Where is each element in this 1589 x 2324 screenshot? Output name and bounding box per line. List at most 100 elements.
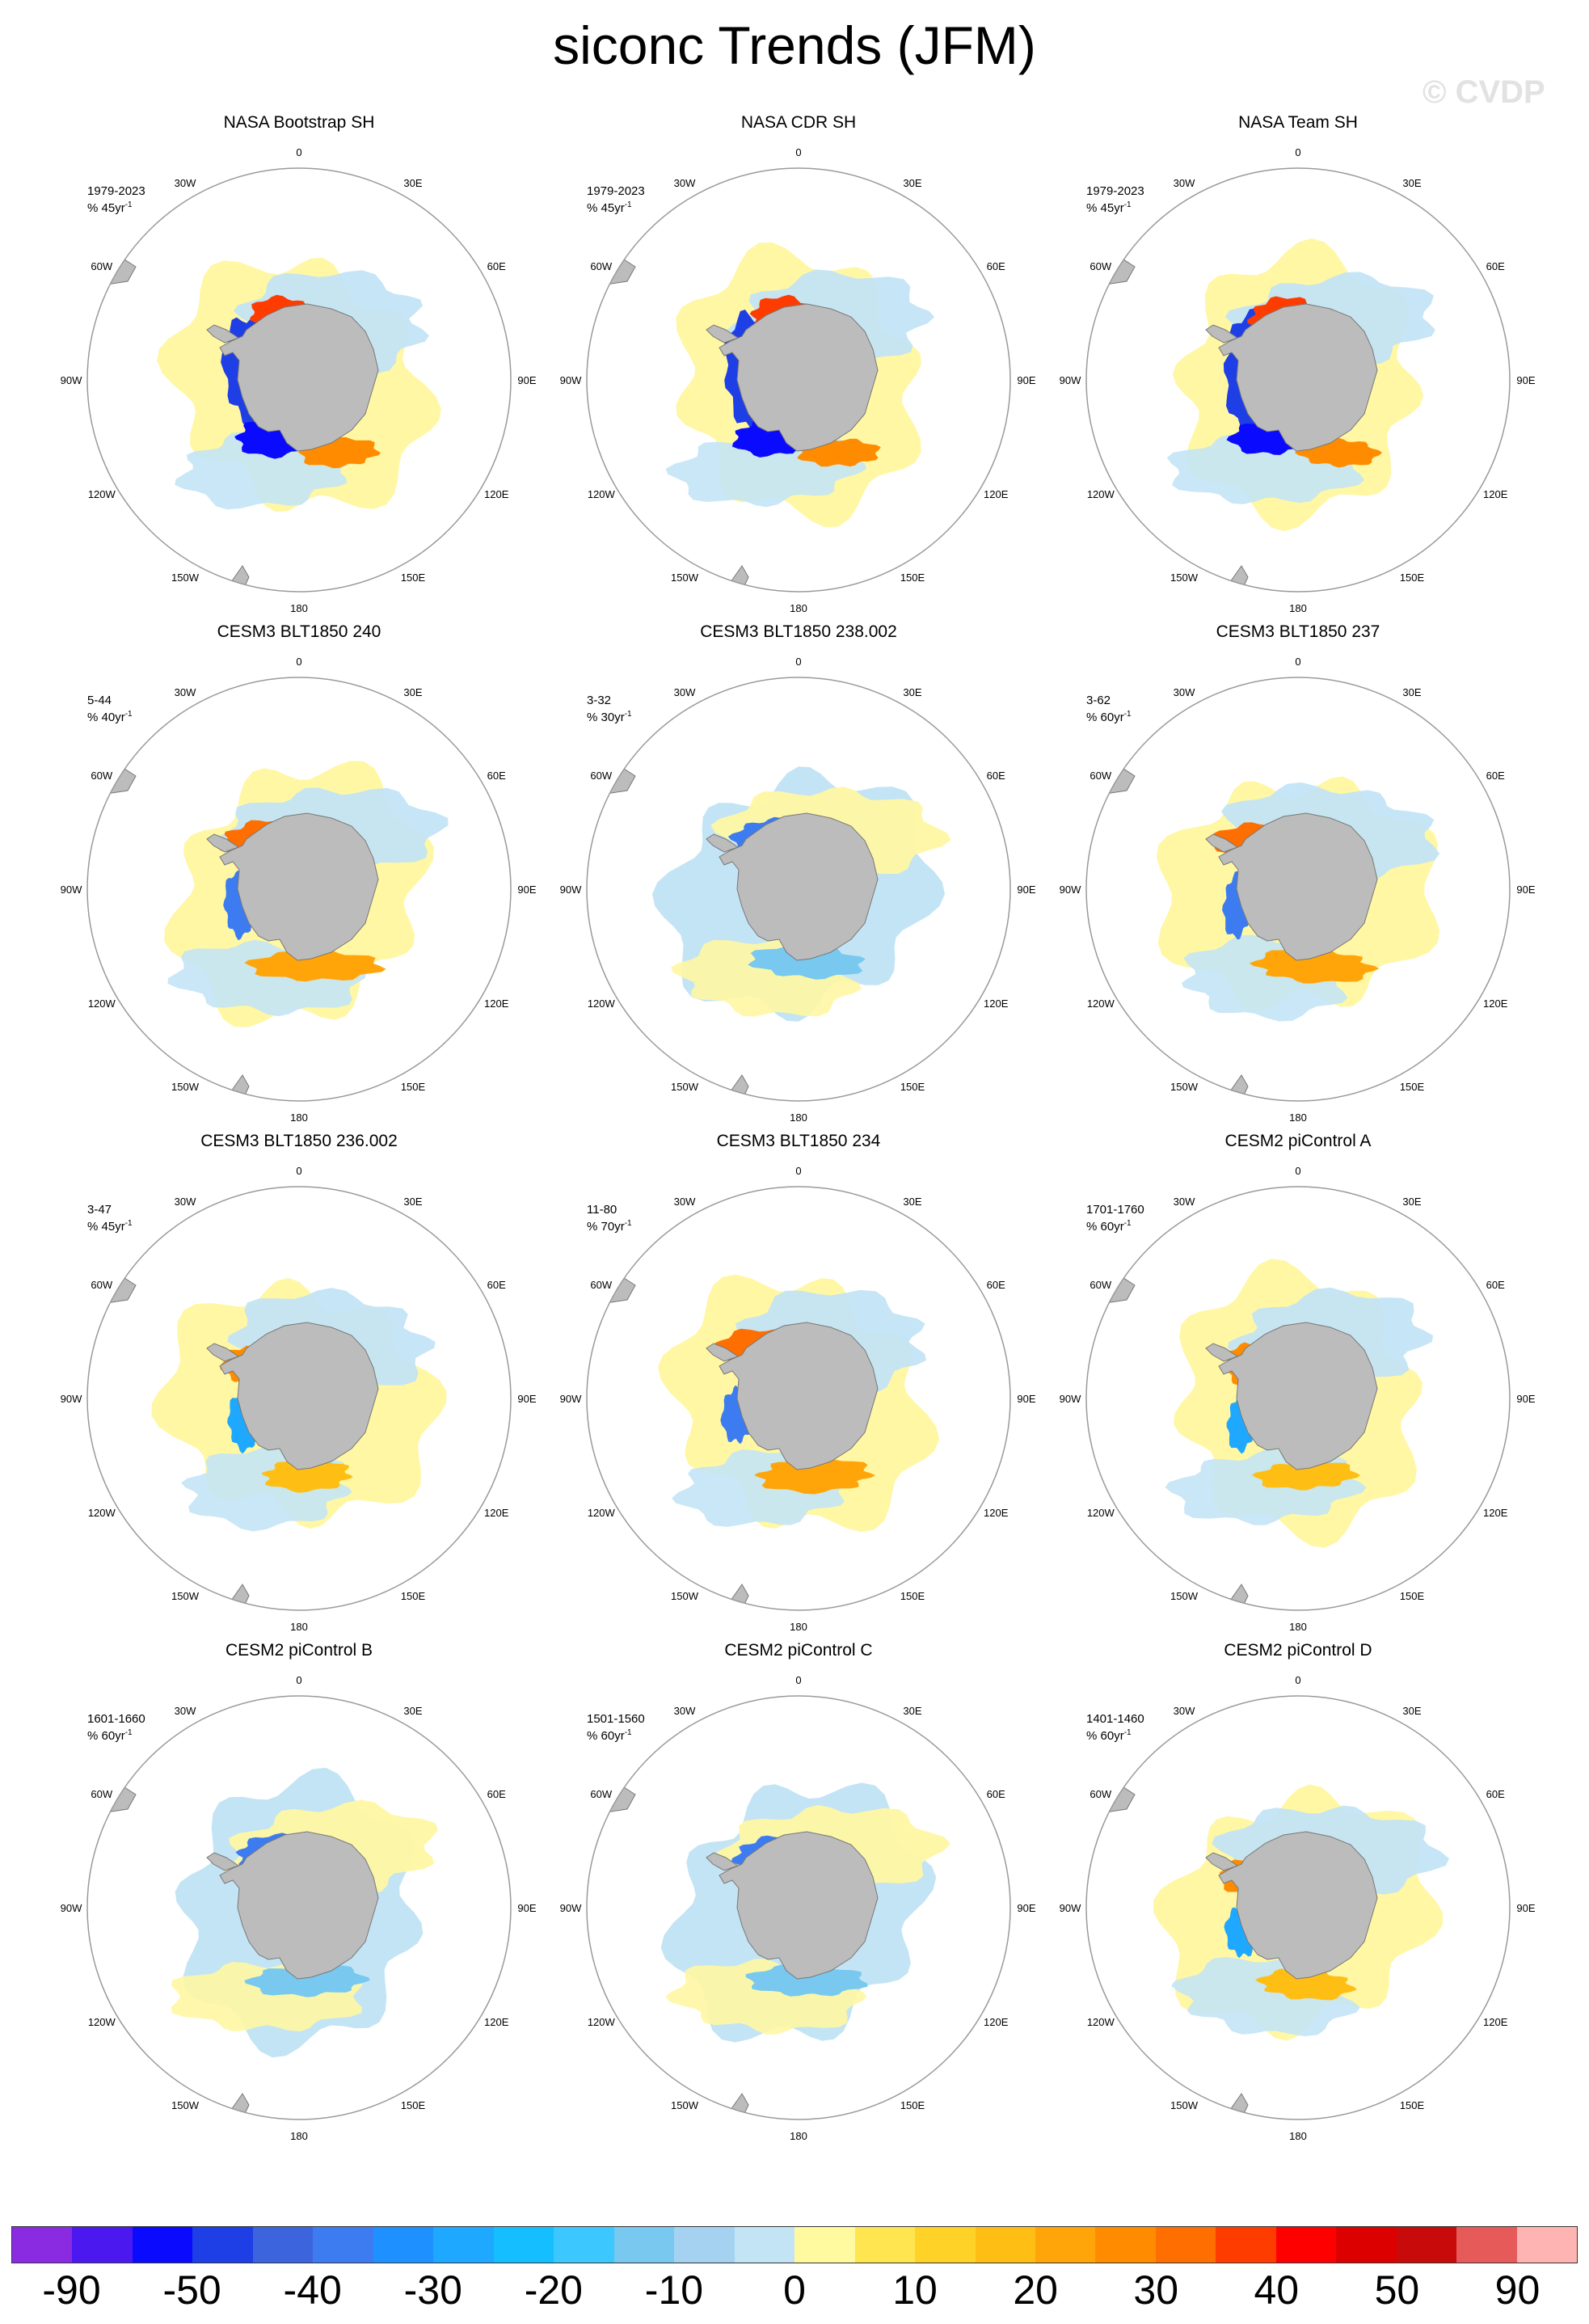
panel-period-units: 3-47% 45yr-1 [87,1203,133,1234]
longitude-label: 30E [403,177,422,189]
antarctic-peninsula [1205,1852,1239,1871]
longitude-label: 90E [1516,374,1535,386]
new-zealand [719,565,749,592]
longitude-label: 0 [1295,1674,1300,1686]
longitude-label: 120E [1483,2016,1508,2028]
panel-units: % 30yr-1 [587,707,632,724]
map-boundary [86,167,512,593]
colorbar-swatch [1456,2227,1517,2263]
panel-period: 1401-1460 [1086,1712,1144,1726]
map-panel: CESM3 BLT1850 240 5-44% 40yr-1 0 30E 60E 90E 1… [40,622,558,1132]
panel-period-units: 1501-1560% 60yr-1 [587,1712,645,1743]
longitude-label: 0 [296,1165,301,1177]
longitude-label: 30W [175,1196,196,1208]
longitude-label: 90W [560,374,582,386]
longitude-label: 60E [1486,1279,1505,1291]
longitude-label: 30W [175,1705,196,1717]
longitude-label: 30W [674,177,696,189]
panels-grid: NASA Bootstrap SH 1979-2023% 45yr-1 0 30E 60… [40,113,1557,2142]
colorbar-swatch [1336,2227,1397,2263]
longitude-label: 30W [674,1705,696,1717]
panel-units-text: % 45yr [587,201,625,215]
colorbar-swatch [734,2227,795,2263]
longitude-label: 60W [1090,1788,1111,1800]
longitude-label: 150W [171,2099,200,2111]
longitude-label: 90W [560,1393,582,1405]
panel-title: CESM3 BLT1850 237 [1216,622,1380,641]
panel-period: 1979-2023 [587,184,645,198]
panel-period-units: 5-44% 40yr-1 [87,694,133,724]
panel-period: 1979-2023 [87,184,145,198]
longitude-label: 120W [588,1507,616,1519]
longitude-label: 90E [1017,374,1035,386]
longitude-label: 120W [588,488,616,500]
map-panel: CESM3 BLT1850 237 3-62% 60yr-1 0 30E 60E 90E 1… [1039,622,1557,1132]
negative-trend-region [745,1964,868,1997]
panel-units: % 60yr-1 [87,1726,145,1743]
panel-units-text: % 45yr [87,201,125,215]
longitude-label: 60W [1090,1279,1111,1291]
panel-period-units: 1701-1760% 60yr-1 [1086,1203,1144,1234]
panel-units-exponent: -1 [624,710,632,719]
new-zealand [219,2093,250,2119]
panel-title: CESM3 BLT1850 238.002 [700,622,897,641]
antarctica-landmass [1218,1322,1378,1470]
longitude-label: 150E [401,1590,426,1602]
longitude-label: 90E [517,1393,536,1405]
panel-title: CESM3 BLT1850 236.002 [200,1132,398,1150]
longitude-label: 120W [88,488,116,500]
map-panel: CESM3 BLT1850 238.002 3-32% 30yr-1 0 30E 60E… [540,622,1057,1132]
panel-period-units: 1401-1460% 60yr-1 [1086,1712,1144,1743]
colorbar-swatch [373,2227,434,2263]
panel-period-units: 11-80% 70yr-1 [587,1203,632,1234]
longitude-label: 90E [1516,1393,1535,1405]
longitude-label: 120E [984,488,1009,500]
colorbar-swatch [252,2227,314,2263]
longitude-label: 30E [903,686,921,698]
colorbar-labels: -90 -50 -40 -30 -20 -10 0 10 20 30 40 50 90 [0,2267,1589,2315]
panel-period: 1601-1660 [87,1712,145,1726]
longitude-label: 90W [560,884,582,896]
antarctica-landmass [1218,303,1378,452]
map-boundary [586,167,1011,593]
figure-title: siconc Trends (JFM) [553,15,1036,75]
antarctica-landmass [1218,1831,1378,1980]
antarctica-landmass [719,812,879,961]
colorbar-swatch [72,2227,133,2263]
longitude-label: 180 [1289,602,1307,614]
longitude-label: 150W [1170,572,1199,584]
colorbar-swatch [1396,2227,1457,2263]
map-panel: CESM3 BLT1850 234 11-80% 70yr-1 0 30E 60E 90E… [540,1132,1057,1641]
new-zealand [719,1584,749,1610]
longitude-label: 180 [290,1111,308,1124]
colorbar-swatch [854,2227,916,2263]
antarctica-landmass [719,1322,879,1470]
panel-units: % 60yr-1 [1086,707,1132,724]
antarctic-peninsula [206,1343,240,1362]
panel-units-exponent: -1 [124,710,133,719]
map-boundary [1085,1186,1511,1611]
colorbar-tick-label: -40 [283,2267,342,2313]
longitude-label: 150E [1400,2099,1425,2111]
longitude-label: 60E [1486,1788,1505,1800]
panel-units-text: % 30yr [587,711,625,724]
map-boundary [586,1695,1011,2120]
longitude-label: 120E [484,998,509,1010]
longitude-label: 30E [403,1705,422,1717]
longitude-label: 150W [671,2099,699,2111]
new-zealand [1218,2093,1249,2119]
longitude-label: 30E [403,1196,422,1208]
panel-period: 1701-1760 [1086,1203,1144,1217]
polar-map: 0 30E 60E 90E 120E 150E 180 150W 120W 90W 60W 30W [560,1674,1036,2142]
longitude-label: 60W [590,1279,612,1291]
colorbar-swatch [1516,2227,1578,2263]
longitude-label: 30E [903,1705,921,1717]
antarctic-peninsula [1205,324,1239,344]
longitude-label: 150W [671,572,699,584]
colorbar-swatch [915,2227,976,2263]
longitude-label: 120E [484,488,509,500]
colorbar-tick-label: -50 [162,2267,221,2313]
new-zealand [719,2093,749,2119]
antarctic-peninsula [206,833,240,853]
map-panel: CESM2 piControl A 1701-1760% 60yr-1 0 30E 60… [1039,1132,1557,1641]
